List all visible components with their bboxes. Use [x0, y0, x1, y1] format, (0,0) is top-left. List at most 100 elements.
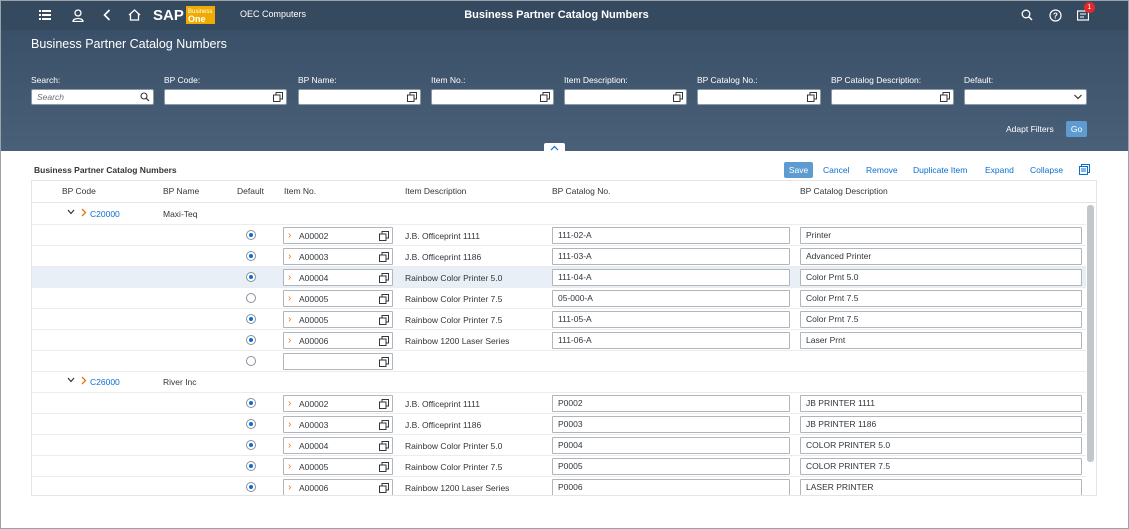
- bp-catalog-no-input[interactable]: P0002: [552, 395, 790, 412]
- item-no-field[interactable]: › A00003: [283, 416, 393, 433]
- bp-catalog-description-field[interactable]: [831, 89, 954, 105]
- chevron-down-icon[interactable]: [67, 376, 75, 385]
- collapse-header-button[interactable]: [544, 143, 565, 152]
- value-help-icon[interactable]: [940, 92, 950, 102]
- item-description-field[interactable]: [564, 89, 687, 105]
- table-row[interactable]: › A00003 J.B. Officeprint 1186 111-03-A Adva…: [32, 246, 1086, 267]
- company-name[interactable]: OEC Computers: [240, 9, 307, 19]
- item-no-field[interactable]: › A00005: [283, 311, 393, 328]
- value-help-icon[interactable]: [540, 92, 550, 102]
- bp-catalog-description-input[interactable]: LASER PRINTER: [800, 479, 1082, 495]
- home-icon[interactable]: [126, 7, 142, 23]
- bp-catalog-no-field[interactable]: [697, 89, 821, 105]
- navigate-arrow-icon[interactable]: ›: [288, 440, 292, 451]
- default-radio[interactable]: [246, 272, 256, 282]
- value-help-icon[interactable]: [379, 336, 389, 346]
- col-bp-name[interactable]: BP Name: [163, 186, 200, 196]
- bp-catalog-no-input[interactable]: 111-05-A: [552, 311, 790, 328]
- bp-catalog-no-input[interactable]: P0005: [552, 458, 790, 475]
- navigate-arrow-icon[interactable]: ›: [288, 230, 292, 241]
- bp-catalog-description-input[interactable]: JB PRINTER 1186: [800, 416, 1082, 433]
- table-row[interactable]: › A00006 Rainbow 1200 Laser Series 111-06-A…: [32, 330, 1086, 351]
- table-row[interactable]: › A00006 Rainbow 1200 Laser Series P0006 LAS…: [32, 477, 1086, 495]
- item-no-field[interactable]: [431, 89, 554, 105]
- chevron-down-icon[interactable]: [1073, 92, 1083, 102]
- bp-catalog-no-input[interactable]: 111-02-A: [552, 227, 790, 244]
- navigate-arrow-icon[interactable]: ›: [288, 335, 292, 346]
- bp-catalog-description-input[interactable]: Color Prnt 7.5: [800, 311, 1082, 328]
- search-icon[interactable]: [1019, 7, 1035, 23]
- default-radio[interactable]: [246, 419, 256, 429]
- back-icon[interactable]: [99, 7, 115, 23]
- table-row[interactable]: › A00004 Rainbow Color Printer 5.0 111-04-A…: [32, 267, 1086, 288]
- col-bp-code[interactable]: BP Code: [62, 186, 96, 196]
- col-bp-catalog-description[interactable]: BP Catalog Description: [800, 186, 888, 196]
- value-help-icon[interactable]: [379, 252, 389, 262]
- item-no-field[interactable]: › A00004: [283, 437, 393, 454]
- default-radio[interactable]: [246, 251, 256, 261]
- table-row[interactable]: › A00005 Rainbow Color Printer 7.5 05-000-A…: [32, 288, 1086, 309]
- navigate-arrow-icon[interactable]: ›: [288, 251, 292, 262]
- table-row[interactable]: › A00003 J.B. Officeprint 1186 P0003 JB PRIN…: [32, 414, 1086, 435]
- collapse-button[interactable]: Collapse: [1030, 165, 1064, 175]
- bp-catalog-no-input[interactable]: P0006: [552, 479, 790, 495]
- default-radio[interactable]: [246, 398, 256, 408]
- default-radio[interactable]: [246, 293, 256, 303]
- value-help-icon[interactable]: [379, 273, 389, 283]
- value-help-icon[interactable]: [379, 357, 389, 367]
- chevron-down-icon[interactable]: [67, 208, 75, 217]
- value-help-icon[interactable]: [379, 462, 389, 472]
- navigate-arrow-icon[interactable]: [81, 376, 87, 387]
- duplicate-item-button[interactable]: Duplicate Item: [913, 165, 968, 175]
- value-help-icon[interactable]: [407, 92, 417, 102]
- navigate-arrow-icon[interactable]: ›: [288, 482, 292, 493]
- bp-code-field[interactable]: [164, 89, 287, 105]
- bp-code-link[interactable]: C20000: [90, 209, 120, 219]
- user-icon[interactable]: [70, 7, 86, 23]
- table-row[interactable]: › A00005 Rainbow Color Printer 7.5 P0005 COL…: [32, 456, 1086, 477]
- adapt-filters-button[interactable]: Adapt Filters: [1006, 124, 1054, 134]
- value-help-icon[interactable]: [379, 231, 389, 241]
- item-no-field[interactable]: › A00002: [283, 395, 393, 412]
- value-help-icon[interactable]: [379, 399, 389, 409]
- default-radio[interactable]: [246, 482, 256, 492]
- default-radio[interactable]: [246, 335, 256, 345]
- navigate-arrow-icon[interactable]: ›: [288, 398, 292, 409]
- item-no-field[interactable]: › A00003: [283, 248, 393, 265]
- table-settings-icon[interactable]: [1079, 164, 1090, 180]
- bp-catalog-no-input[interactable]: 111-03-A: [552, 248, 790, 265]
- default-radio[interactable]: [246, 230, 256, 240]
- bp-catalog-no-input[interactable]: P0004: [552, 437, 790, 454]
- navigate-arrow-icon[interactable]: ›: [288, 314, 292, 325]
- cancel-button[interactable]: Cancel: [823, 165, 850, 175]
- bp-catalog-description-input[interactable]: Color Prnt 5.0: [800, 269, 1082, 286]
- value-help-icon[interactable]: [379, 441, 389, 451]
- bp-catalog-description-input[interactable]: JB PRINTER 1111: [800, 395, 1082, 412]
- bp-catalog-no-input[interactable]: P0003: [552, 416, 790, 433]
- col-item-no[interactable]: Item No.: [284, 186, 317, 196]
- default-radio[interactable]: [246, 461, 256, 471]
- table-row[interactable]: › A00002 J.B. Officeprint 1111 P0002 JB PRIN…: [32, 393, 1086, 414]
- help-icon[interactable]: ?: [1047, 7, 1063, 23]
- navigate-arrow-icon[interactable]: ›: [288, 419, 292, 430]
- expand-button[interactable]: Expand: [985, 165, 1014, 175]
- search-icon[interactable]: [140, 92, 150, 102]
- navigate-arrow-icon[interactable]: ›: [288, 461, 292, 472]
- col-default[interactable]: Default: [237, 186, 264, 196]
- bp-catalog-no-input[interactable]: 111-06-A: [552, 332, 790, 349]
- item-no-field[interactable]: [283, 353, 393, 370]
- item-no-field[interactable]: › A00002: [283, 227, 393, 244]
- bp-catalog-description-input[interactable]: Advanced Printer: [800, 248, 1082, 265]
- default-radio[interactable]: [246, 314, 256, 324]
- bp-catalog-description-input[interactable]: COLOR PRINTER 5.0: [800, 437, 1082, 454]
- item-no-field[interactable]: › A00005: [283, 290, 393, 307]
- bp-catalog-description-input[interactable]: Printer: [800, 227, 1082, 244]
- menu-icon[interactable]: [37, 7, 53, 23]
- value-help-icon[interactable]: [379, 483, 389, 493]
- col-bp-catalog-no[interactable]: BP Catalog No.: [552, 186, 611, 196]
- bp-catalog-description-input[interactable]: COLOR PRINTER 7.5: [800, 458, 1082, 475]
- navigate-arrow-icon[interactable]: ›: [288, 293, 292, 304]
- value-help-icon[interactable]: [673, 92, 683, 102]
- value-help-icon[interactable]: [273, 92, 283, 102]
- go-button[interactable]: Go: [1066, 121, 1087, 137]
